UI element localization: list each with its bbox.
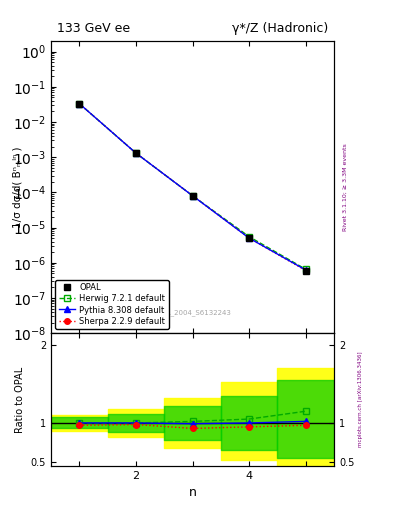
Pythia 8.308 default (247, 235, 252, 241)
Legend: OPAL, Herwig 7.2.1 default, Pythia 8.308 default, Sherpa 2.2.9 default: OPAL, Herwig 7.2.1 default, Pythia 8.308… (55, 280, 169, 329)
Y-axis label: Ratio to OPAL: Ratio to OPAL (15, 367, 25, 433)
Line: Pythia 8.308 default: Pythia 8.308 default (76, 100, 309, 273)
Pythia 8.308 default (77, 101, 82, 107)
Text: OPAL_2004_S6132243: OPAL_2004_S6132243 (154, 309, 231, 315)
Text: γ*/Z (Hadronic): γ*/Z (Hadronic) (232, 22, 329, 35)
Sherpa 2.2.9 default (303, 267, 308, 273)
Sherpa 2.2.9 default (247, 235, 252, 241)
OPAL (247, 235, 252, 241)
Sherpa 2.2.9 default (77, 101, 82, 107)
Text: 133 GeV ee: 133 GeV ee (57, 22, 130, 35)
OPAL (190, 193, 195, 199)
Herwig 7.2.1 default (247, 233, 252, 240)
Y-axis label: 1/σ dσ/d( Bⁿₘᴵⁿ ): 1/σ dσ/d( Bⁿₘᴵⁿ ) (13, 146, 23, 228)
Sherpa 2.2.9 default (134, 150, 138, 156)
Herwig 7.2.1 default (303, 266, 308, 272)
OPAL (77, 101, 82, 107)
Y-axis label: Rivet 3.1.10; ≥ 3.3M events: Rivet 3.1.10; ≥ 3.3M events (343, 143, 348, 231)
Sherpa 2.2.9 default (190, 193, 195, 199)
Line: OPAL: OPAL (76, 100, 309, 274)
OPAL (303, 267, 308, 273)
Herwig 7.2.1 default (190, 193, 195, 199)
Pythia 8.308 default (190, 193, 195, 199)
X-axis label: n: n (189, 486, 196, 499)
Y-axis label: mcplots.cern.ch [arXiv:1306.3436]: mcplots.cern.ch [arXiv:1306.3436] (358, 352, 364, 447)
Herwig 7.2.1 default (77, 101, 82, 107)
Pythia 8.308 default (134, 150, 138, 156)
Pythia 8.308 default (303, 267, 308, 273)
OPAL (134, 150, 138, 156)
Line: Sherpa 2.2.9 default: Sherpa 2.2.9 default (77, 101, 309, 273)
Line: Herwig 7.2.1 default: Herwig 7.2.1 default (76, 100, 309, 272)
Herwig 7.2.1 default (134, 150, 138, 156)
